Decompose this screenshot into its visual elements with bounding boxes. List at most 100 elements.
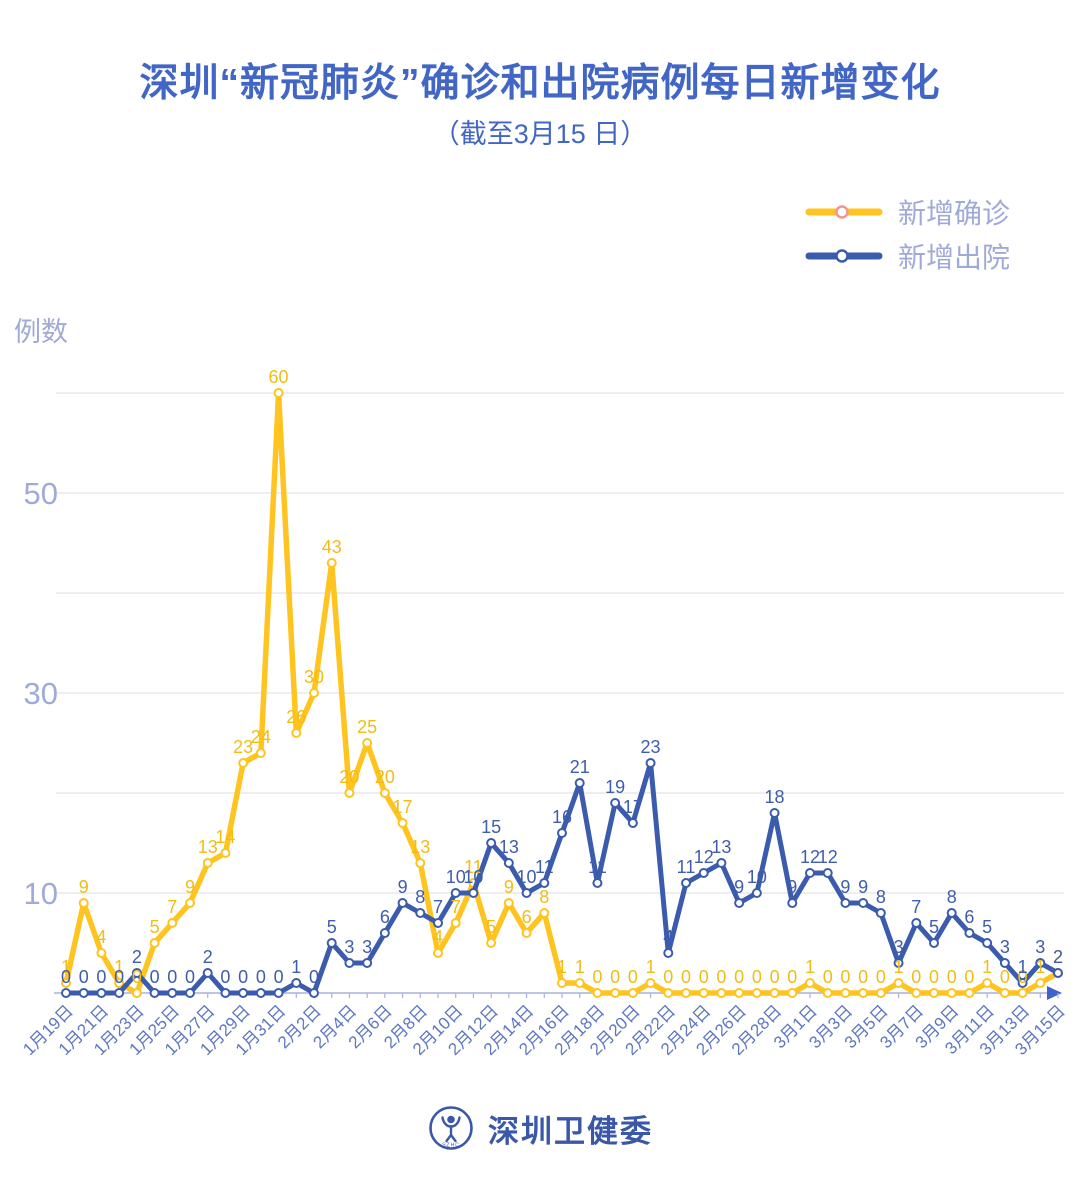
svg-text:11: 11 [588, 857, 607, 877]
svg-text:23: 23 [641, 737, 661, 757]
svg-text:0: 0 [663, 967, 673, 987]
svg-text:7: 7 [451, 897, 461, 917]
svg-text:13: 13 [198, 837, 218, 857]
svg-text:1: 1 [291, 957, 301, 977]
svg-text:26: 26 [286, 707, 306, 727]
svg-text:4: 4 [96, 927, 106, 947]
svg-text:0: 0 [132, 967, 142, 987]
svg-text:1: 1 [61, 957, 71, 977]
svg-text:0: 0 [238, 967, 248, 987]
svg-text:3: 3 [362, 937, 372, 957]
svg-text:0: 0 [167, 967, 177, 987]
svg-text:0: 0 [79, 967, 89, 987]
legend-item-confirmed: 新增确诊 [804, 194, 1010, 230]
svg-text:0: 0 [61, 967, 71, 987]
confirmed-line-swatch [805, 205, 883, 219]
svg-text:12: 12 [800, 847, 820, 867]
svg-text:5: 5 [929, 917, 939, 937]
svg-text:7: 7 [911, 897, 921, 917]
svg-text:11: 11 [677, 857, 696, 877]
svg-text:9: 9 [734, 877, 744, 897]
legend-item-discharged: 新增出院 [804, 238, 1010, 274]
svg-text:0: 0 [610, 967, 620, 987]
svg-text:10: 10 [24, 876, 58, 911]
svg-text:0: 0 [964, 967, 974, 987]
svg-text:25: 25 [357, 717, 377, 737]
svg-text:50: 50 [24, 476, 58, 511]
szhc-logo: SZHC [429, 1106, 473, 1150]
svg-text:1: 1 [805, 957, 815, 977]
svg-text:1: 1 [1018, 957, 1028, 977]
svg-text:2: 2 [1053, 947, 1063, 967]
legend-label-confirmed: 新增确诊 [897, 198, 1010, 229]
svg-text:0: 0 [840, 967, 850, 987]
svg-text:60: 60 [269, 367, 289, 387]
svg-text:1: 1 [982, 957, 992, 977]
svg-text:13: 13 [410, 837, 430, 857]
svg-text:13: 13 [711, 837, 731, 857]
svg-text:0: 0 [1000, 967, 1010, 987]
svg-text:0: 0 [309, 967, 319, 987]
svg-text:0: 0 [114, 967, 124, 987]
svg-text:6: 6 [964, 907, 974, 927]
svg-text:21: 21 [570, 757, 590, 777]
svg-text:1: 1 [557, 957, 567, 977]
svg-text:17: 17 [393, 797, 413, 817]
svg-text:8: 8 [876, 887, 886, 907]
svg-text:18: 18 [765, 787, 785, 807]
svg-text:7: 7 [167, 897, 177, 917]
svg-text:5: 5 [327, 917, 337, 937]
szhc-logo-text: SZHC [442, 1143, 460, 1149]
y-axis-unit-label: 例数 [14, 317, 68, 347]
svg-text:0: 0 [592, 967, 602, 987]
svg-text:0: 0 [876, 967, 886, 987]
svg-text:4: 4 [433, 927, 443, 947]
svg-text:11: 11 [535, 857, 554, 877]
svg-text:30: 30 [24, 676, 58, 711]
svg-text:43: 43 [322, 537, 342, 557]
svg-text:0: 0 [823, 967, 833, 987]
svg-text:0: 0 [752, 967, 762, 987]
svg-text:23: 23 [233, 737, 253, 757]
svg-text:0: 0 [256, 967, 266, 987]
svg-text:2: 2 [1053, 947, 1063, 967]
svg-text:0: 0 [681, 967, 691, 987]
svg-text:5: 5 [982, 917, 992, 937]
svg-text:1: 1 [575, 957, 585, 977]
svg-text:3: 3 [894, 937, 904, 957]
svg-text:0: 0 [787, 967, 797, 987]
svg-text:10: 10 [747, 867, 767, 887]
svg-text:12: 12 [818, 847, 838, 867]
svg-text:10: 10 [517, 867, 537, 887]
svg-text:20: 20 [375, 767, 395, 787]
svg-text:0: 0 [150, 967, 160, 987]
svg-text:9: 9 [504, 877, 514, 897]
svg-text:5: 5 [150, 917, 160, 937]
svg-text:2: 2 [203, 947, 213, 967]
footer-org-name: 深圳卫健委 [488, 1113, 653, 1149]
svg-text:0: 0 [185, 967, 195, 987]
svg-text:9: 9 [185, 877, 195, 897]
discharged-line-swatch [805, 249, 883, 263]
svg-text:1: 1 [646, 957, 656, 977]
svg-text:1: 1 [114, 957, 124, 977]
svg-text:0: 0 [858, 967, 868, 987]
svg-text:9: 9 [858, 877, 868, 897]
svg-text:19: 19 [605, 777, 625, 797]
svg-text:2: 2 [132, 947, 142, 967]
legend-label-discharged: 新增出院 [897, 242, 1010, 273]
chart-subtitle: （截至3月15 日） [432, 119, 648, 149]
svg-text:3: 3 [1035, 937, 1045, 957]
svg-text:5: 5 [486, 917, 496, 937]
svg-text:15: 15 [481, 817, 501, 837]
svg-text:10: 10 [463, 867, 483, 887]
svg-text:0: 0 [716, 967, 726, 987]
svg-text:14: 14 [215, 827, 235, 847]
svg-text:8: 8 [539, 887, 549, 907]
svg-text:20: 20 [339, 767, 359, 787]
svg-text:0: 0 [770, 967, 780, 987]
svg-text:0: 0 [1018, 967, 1028, 987]
svg-text:30: 30 [304, 667, 324, 687]
line-chart: 1030501月19日1月21日1月23日1月25日1月27日1月29日1月31… [19, 367, 1069, 1059]
svg-text:0: 0 [734, 967, 744, 987]
